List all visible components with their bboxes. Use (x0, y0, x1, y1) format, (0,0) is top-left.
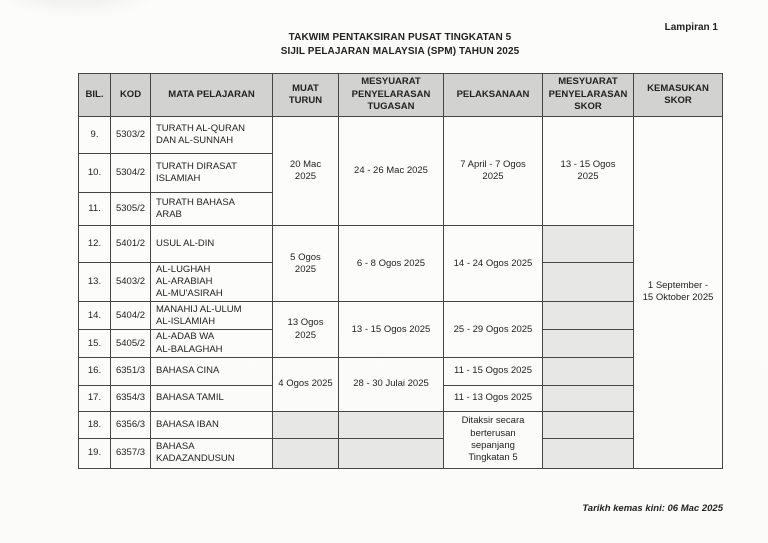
cell-pelaksanaan: 25 - 29 Ogos 2025 (443, 301, 543, 358)
cell-muat-turun: 4 Ogos 2025 (272, 356, 339, 412)
cell-kod: 6357/3 (110, 437, 151, 469)
cell-mata-pelajaran: BAHASA IBAN (150, 410, 273, 439)
table-row: 11. 5305/2 TURATH BAHASA ARAB (78, 192, 723, 226)
cell-muat-turun: 13 Ogos 2025 (272, 301, 339, 358)
last-updated-note: Tarikh kemas kini: 06 Mac 2025 (582, 503, 723, 514)
cell-kemasukan-skor: 1 September - 15 Oktober 2025 (633, 116, 723, 469)
table-header-row: BIL. KOD MATA PELAJARAN MUAT TURUN MESYU… (78, 73, 723, 117)
col-header-bil: BIL. (78, 73, 111, 117)
cell-mata-pelajaran: TURATH AL-QURAN DAN AL-SUNNAH (150, 116, 273, 154)
cell-tugasan: 24 - 26 Mac 2025 (338, 116, 444, 226)
table-row: 9. 5303/2 TURATH AL-QURAN DAN AL-SUNNAH … (78, 116, 723, 469)
col-header-pelaksanaan: PELAKSANAAN (443, 73, 543, 117)
table-row: 13. 5403/2 AL-LUGHAH AL-ARABIAH AL-MU'AS… (78, 261, 723, 303)
cell-kod: 5403/2 (110, 261, 151, 303)
cell-bil: 17. (78, 384, 111, 412)
col-header-mesyuarat-penyelarasan-tugasan: MESYUARAT PENYELARASAN TUGASAN (338, 73, 444, 117)
assessment-schedule-table: BIL. KOD MATA PELAJARAN MUAT TURUN MESYU… (78, 73, 723, 469)
cell-kod: 5401/2 (110, 225, 151, 263)
cell-pelaksanaan: Ditaksir secara berterusan sepanjang Tin… (443, 410, 543, 469)
cell-bil: 18. (78, 410, 111, 439)
cell-tugasan: 6 - 8 Ogos 2025 (338, 224, 444, 303)
cell-pelaksanaan: 7 April - 7 Ogos 2025 (443, 116, 543, 226)
cell-muat-turun-empty (272, 437, 339, 469)
cell-skor-empty (542, 301, 634, 331)
cell-skor: 13 - 15 Ogos 2025 (542, 116, 634, 226)
cell-skor-empty (542, 225, 634, 263)
cell-pelaksanaan: 11 - 13 Ogos 2025 (443, 384, 543, 412)
cell-skor-empty (542, 261, 634, 303)
table-row: 18. 6356/3 BAHASA IBAN Ditaksir secara b… (78, 410, 723, 469)
cell-kod: 6351/3 (110, 356, 151, 386)
cell-mata-pelajaran: BAHASA KADAZANDUSUN (150, 437, 273, 469)
cell-kod: 5305/2 (110, 192, 151, 226)
cell-kod: 6356/3 (110, 410, 151, 439)
cell-bil: 14. (78, 301, 111, 331)
cell-skor-empty (542, 384, 634, 412)
lampiran-label: Lampiran 1 (664, 22, 718, 33)
table-row: 19. 6357/3 BAHASA KADAZANDUSUN (78, 437, 723, 469)
table-row: 14. 5404/2 MANAHIJ AL-ULUM AL-ISLAMIAH 1… (78, 301, 723, 358)
cell-bil: 19. (78, 437, 111, 469)
cell-kod: 6354/3 (110, 384, 151, 412)
cell-mata-pelajaran: BAHASA CINA (150, 356, 273, 386)
cell-tugasan: 28 - 30 Julai 2025 (338, 356, 444, 412)
table-row: 10. 5304/2 TURATH DIRASAT ISLAMIAH (78, 153, 723, 193)
cell-skor-empty (542, 329, 634, 358)
cell-bil: 9. (78, 116, 111, 154)
cell-skor-empty (542, 410, 634, 439)
table-row: 16. 6351/3 BAHASA CINA 4 Ogos 2025 28 - … (78, 356, 723, 412)
cell-mata-pelajaran: AL-ADAB WA AL-BALAGHAH (150, 329, 273, 358)
cell-bil: 15. (78, 329, 111, 358)
cell-pelaksanaan: 14 - 24 Ogos 2025 (443, 224, 543, 303)
cell-bil: 10. (78, 153, 111, 193)
col-header-muat-turun: MUAT TURUN (272, 73, 339, 117)
col-header-mata-pelajaran: MATA PELAJARAN (150, 73, 273, 117)
cell-mata-pelajaran: BAHASA TAMIL (150, 384, 273, 412)
cell-tugasan-empty (338, 437, 444, 469)
cell-muat-turun-empty (272, 410, 339, 439)
cell-mata-pelajaran: TURATH DIRASAT ISLAMIAH (150, 153, 273, 193)
cell-kod: 5303/2 (110, 116, 151, 154)
col-header-kemasukan-skor: KEMASUKAN SKOR (633, 73, 723, 117)
cell-mata-pelajaran: TURATH BAHASA ARAB (150, 192, 273, 226)
cell-muat-turun: 5 Ogos 2025 (272, 224, 339, 303)
cell-kod: 5405/2 (110, 329, 151, 358)
cell-bil: 13. (78, 261, 111, 303)
cell-muat-turun: 20 Mac 2025 (272, 116, 339, 226)
table-row: 15. 5405/2 AL-ADAB WA AL-BALAGHAH (78, 329, 723, 358)
document-title: TAKWIM PENTAKSIRAN PUSAT TINGKATAN 5 SIJ… (78, 31, 722, 58)
cell-pelaksanaan: 11 - 15 Ogos 2025 (443, 356, 543, 386)
cell-tugasan: 13 - 15 Ogos 2025 (338, 301, 444, 358)
title-line-2: SIJIL PELAJARAN MALAYSIA (SPM) TAHUN 202… (280, 45, 520, 57)
cell-bil: 11. (78, 192, 111, 226)
cell-kod: 5304/2 (110, 153, 151, 193)
cell-tugasan-empty (338, 410, 444, 439)
cell-mata-pelajaran: USUL AL-DIN (150, 225, 273, 263)
col-header-mesyuarat-penyelarasan-skor: MESYUARAT PENYELARASAN SKOR (542, 73, 634, 117)
cell-bil: 16. (78, 356, 111, 386)
cell-bil: 12. (78, 225, 111, 263)
cell-kod: 5404/2 (110, 301, 151, 331)
table-row: 12. 5401/2 USUL AL-DIN 5 Ogos 2025 6 - 8… (78, 224, 723, 303)
title-line-1: TAKWIM PENTAKSIRAN PUSAT TINGKATAN 5 (288, 32, 512, 43)
cell-skor-empty (542, 356, 634, 386)
cell-mata-pelajaran: MANAHIJ AL-ULUM AL-ISLAMIAH (150, 301, 273, 331)
cell-skor-empty (542, 437, 634, 469)
col-header-kod: KOD (110, 73, 151, 117)
cell-mata-pelajaran: AL-LUGHAH AL-ARABIAH AL-MU'ASIRAH (150, 261, 273, 303)
